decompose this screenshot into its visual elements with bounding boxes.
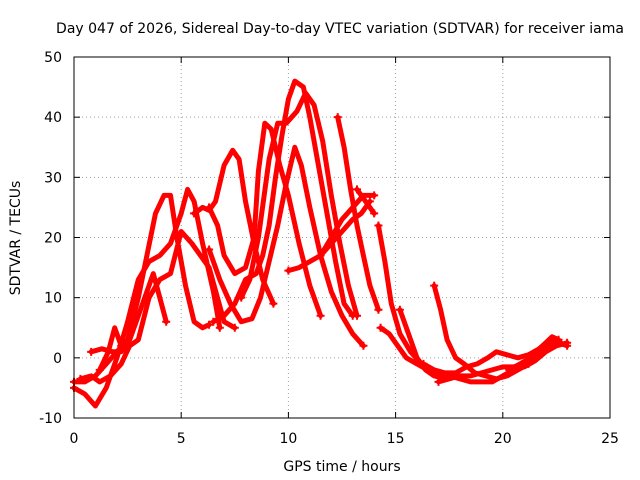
series-point-marker [237, 293, 246, 302]
series-point-marker [434, 377, 443, 386]
series-point-marker [205, 320, 214, 329]
series-point-marker [374, 305, 383, 314]
series-point-marker [563, 338, 572, 347]
series-point-marker [376, 323, 385, 332]
series-line-arc-22 [506, 334, 561, 373]
series-line-arc-5 [97, 325, 124, 373]
series-point-marker [190, 209, 199, 218]
chart-title: Day 047 of 2026, Sidereal Day-to-day VTE… [56, 21, 624, 37]
series-line-arc-12 [318, 192, 377, 258]
series-point-marker [209, 317, 218, 326]
series-point-marker [316, 251, 325, 260]
series-point-marker [554, 335, 563, 344]
y-axis-title: SDTVAR / TECUs [8, 181, 24, 296]
series-line-arc-1 [71, 192, 212, 385]
x-tick-label: 20 [494, 431, 512, 447]
series-point-marker [205, 245, 214, 254]
series-point-marker [269, 299, 278, 308]
series-line-arc-9 [206, 144, 366, 349]
series-point-marker [95, 365, 104, 374]
y-tick-label: 50 [44, 50, 62, 66]
series-point-marker [333, 113, 342, 122]
series-point-marker [316, 311, 325, 320]
series-line-arc-11 [285, 198, 373, 274]
series-point-marker [162, 317, 171, 326]
series-point-marker [230, 323, 239, 332]
series-point-marker [353, 185, 362, 194]
series-point-marker [419, 359, 428, 368]
series-line-arc-4 [88, 271, 169, 355]
series-line-arc-2 [71, 186, 223, 409]
x-tick-label: 15 [387, 431, 405, 447]
y-tick-label: 20 [44, 231, 62, 247]
series-line-arc-8 [210, 78, 356, 325]
series-point-marker [445, 371, 454, 380]
series-point-marker [370, 191, 379, 200]
x-tick-label: 25 [601, 431, 619, 447]
series-point-marker [505, 365, 514, 374]
series-point-marker [374, 221, 383, 230]
x-axis-title: GPS time / hours [283, 459, 400, 475]
series-point-marker [284, 266, 293, 275]
series-line-arc-14 [354, 186, 377, 216]
x-tick-label: 0 [70, 431, 79, 447]
series-line-arc-21 [446, 340, 570, 385]
series-line-arc-3 [77, 229, 238, 385]
series-line-arc-13 [335, 114, 381, 313]
series-point-marker [76, 374, 85, 383]
y-tick-label: 10 [44, 291, 62, 307]
x-tick-label: 10 [279, 431, 297, 447]
x-tick-label: 5 [177, 431, 186, 447]
y-tick-label: 0 [53, 351, 62, 367]
series-point-marker [430, 281, 439, 290]
series-point-marker [205, 203, 214, 212]
y-tick-label: 40 [44, 110, 62, 126]
series-point-marker [395, 305, 404, 314]
series-layer [70, 78, 572, 409]
series-point-marker [215, 323, 224, 332]
axis-ticks: 0 5 10 15 20 25 -10 0 10 20 30 40 50 [39, 50, 619, 447]
series-line-arc-7 [206, 120, 324, 319]
series-point-marker [117, 341, 126, 350]
series-point-marker [87, 347, 96, 356]
series-line-arc-20 [436, 340, 564, 385]
y-tick-label: 30 [44, 170, 62, 186]
series-point-marker [353, 311, 362, 320]
series-point-marker [370, 209, 379, 218]
series-point-marker [359, 341, 368, 350]
y-tick-label: -10 [39, 411, 62, 427]
